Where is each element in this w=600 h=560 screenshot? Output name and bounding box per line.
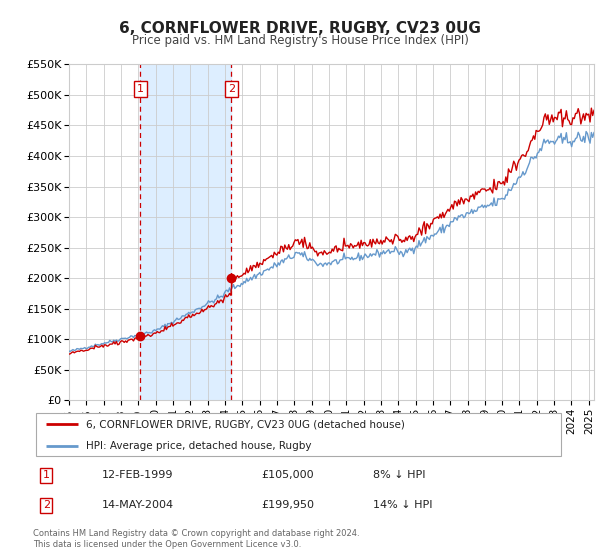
Text: 14-MAY-2004: 14-MAY-2004	[102, 500, 174, 510]
Text: £105,000: £105,000	[262, 470, 314, 480]
Text: This data is licensed under the Open Government Licence v3.0.: This data is licensed under the Open Gov…	[33, 540, 301, 549]
Text: £199,950: £199,950	[262, 500, 314, 510]
Text: 12-FEB-1999: 12-FEB-1999	[102, 470, 173, 480]
Text: 6, CORNFLOWER DRIVE, RUGBY, CV23 0UG: 6, CORNFLOWER DRIVE, RUGBY, CV23 0UG	[119, 21, 481, 36]
Text: 2: 2	[228, 84, 235, 94]
Text: Price paid vs. HM Land Registry's House Price Index (HPI): Price paid vs. HM Land Registry's House …	[131, 34, 469, 46]
FancyBboxPatch shape	[35, 413, 562, 456]
Text: 2: 2	[43, 500, 50, 510]
Text: 1: 1	[43, 470, 50, 480]
Text: 1: 1	[137, 84, 144, 94]
Text: HPI: Average price, detached house, Rugby: HPI: Average price, detached house, Rugb…	[86, 441, 311, 451]
Text: 14% ↓ HPI: 14% ↓ HPI	[373, 500, 433, 510]
Bar	[140, 64, 232, 400]
Text: Contains HM Land Registry data © Crown copyright and database right 2024.: Contains HM Land Registry data © Crown c…	[33, 529, 359, 538]
Text: 8% ↓ HPI: 8% ↓ HPI	[373, 470, 425, 480]
Text: 6, CORNFLOWER DRIVE, RUGBY, CV23 0UG (detached house): 6, CORNFLOWER DRIVE, RUGBY, CV23 0UG (de…	[86, 419, 405, 430]
